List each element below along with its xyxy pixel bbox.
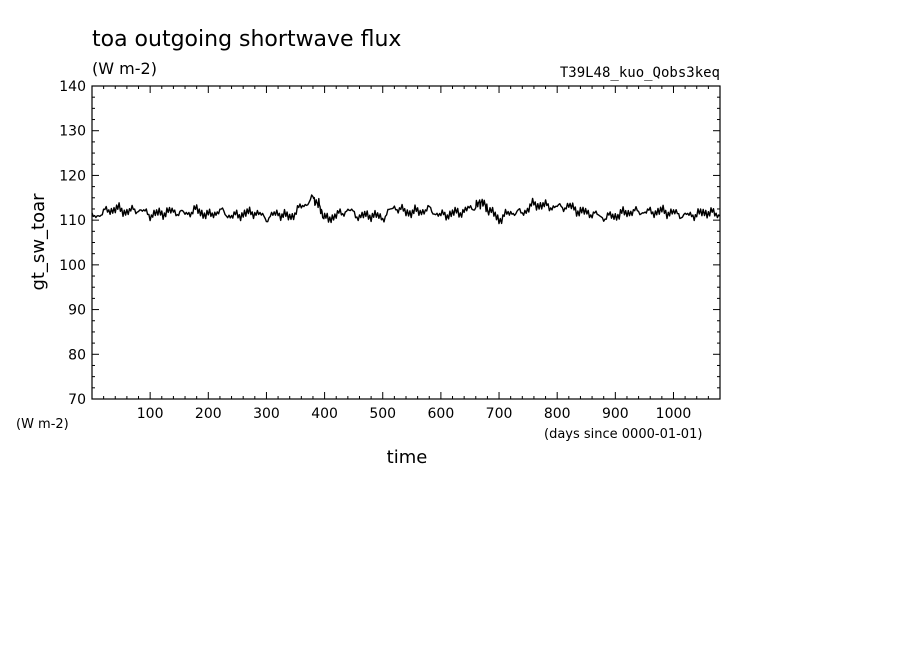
y-tick-label: 70 — [68, 392, 86, 408]
x-tick-label: 100 — [137, 406, 164, 422]
y-axis: 70 80 90 100 110 120 130 140 — [59, 79, 720, 408]
x-axis-label: time — [387, 447, 428, 468]
series-line — [91, 194, 721, 225]
x-tick-label: 700 — [486, 406, 513, 422]
x-tick-label: 300 — [253, 406, 280, 422]
x-tick-label: 200 — [195, 406, 222, 422]
series-group — [91, 194, 721, 225]
x-tick-label: 500 — [369, 406, 396, 422]
y-tick-label: 130 — [59, 124, 86, 140]
chart-units: (W m-2) — [92, 59, 157, 78]
y-axis-label: gt_sw_toar — [28, 193, 49, 291]
chart-title: toa outgoing shortwave flux — [92, 27, 401, 52]
y-tick-label: 140 — [59, 79, 86, 95]
y-units-label: (W m-2) — [16, 417, 69, 432]
y-tick-label: 110 — [59, 213, 86, 229]
x-tick-label: 400 — [311, 406, 338, 422]
plot-frame — [91, 85, 721, 400]
y-tick-label: 100 — [59, 258, 86, 274]
x-axis: 100 200 300 400 500 600 700 800 900 1000 — [103, 86, 709, 422]
x-tick-label: 800 — [544, 406, 571, 422]
x-units-label: (days since 0000-01-01) — [544, 427, 702, 442]
y-tick-label: 120 — [59, 168, 86, 184]
run-label: T39L48_kuo_Qobs3keq — [560, 65, 720, 81]
x-tick-label: 1000 — [656, 406, 692, 422]
y-tick-label: 90 — [68, 303, 86, 319]
x-tick-label: 900 — [602, 406, 629, 422]
y-tick-label: 80 — [68, 347, 86, 363]
x-tick-label: 600 — [428, 406, 455, 422]
